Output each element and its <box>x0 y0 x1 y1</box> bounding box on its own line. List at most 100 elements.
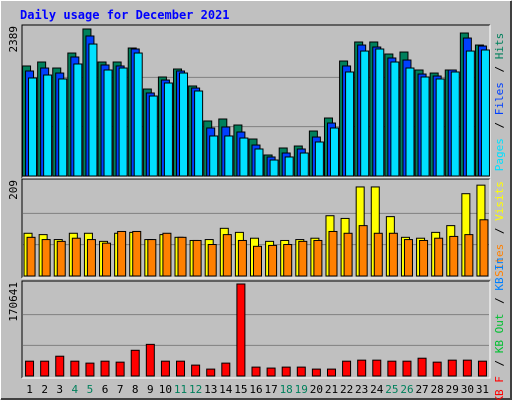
bar <box>464 234 474 277</box>
x-tick-label: 19 <box>295 383 308 396</box>
bar <box>266 367 276 377</box>
bar <box>403 239 413 277</box>
x-tick-label: 25 <box>385 383 398 396</box>
x-tick-label: 29 <box>446 383 459 396</box>
plot-border-light <box>22 25 491 179</box>
bar <box>299 152 309 177</box>
legend-entry: Sites <box>493 244 506 277</box>
bar <box>283 244 293 277</box>
bar <box>311 368 321 377</box>
legend-entry: Hits <box>493 33 506 60</box>
x-tick-label: 11 <box>174 383 187 396</box>
plot-border-light <box>22 179 491 279</box>
bar <box>56 240 66 277</box>
bar <box>479 219 489 277</box>
bar <box>221 362 231 377</box>
bar <box>253 245 262 277</box>
bar <box>432 361 442 377</box>
bar <box>73 63 83 177</box>
bar <box>118 67 128 177</box>
bar <box>162 232 172 277</box>
bar <box>236 283 246 377</box>
legend-entry: KB Out <box>493 313 506 353</box>
bar <box>254 148 264 177</box>
x-tick-label: 22 <box>340 383 353 396</box>
legend-entry: Files <box>493 82 506 115</box>
legend-separator: / <box>493 221 506 241</box>
x-tick-label: 16 <box>249 383 262 396</box>
bar <box>239 137 249 177</box>
bar <box>284 156 294 177</box>
bar <box>43 74 53 177</box>
bar <box>224 135 234 177</box>
bar <box>132 230 142 277</box>
bar <box>402 360 412 377</box>
plot-border-dark <box>21 24 490 178</box>
x-tick-label: 9 <box>147 383 154 396</box>
x-tick-label: 18 <box>280 383 293 396</box>
bar <box>345 71 355 177</box>
bar <box>449 235 459 277</box>
bar <box>434 237 444 277</box>
bar <box>281 366 291 377</box>
bar <box>133 52 143 177</box>
bar <box>328 230 338 277</box>
bar <box>343 232 353 277</box>
plot-border-light <box>22 281 491 379</box>
legend-separator: / <box>493 353 506 373</box>
legend-separator: / <box>493 59 506 79</box>
bar <box>28 77 38 177</box>
x-tick-label: 27 <box>415 383 428 396</box>
x-tick-label: 14 <box>219 383 233 396</box>
bar <box>85 362 95 377</box>
bar <box>41 239 51 277</box>
legend: Pages / Files / Hits <box>493 33 506 172</box>
bar <box>342 360 352 377</box>
x-tick-label: 31 <box>476 383 489 396</box>
x-tick-label: 28 <box>431 383 444 396</box>
bar <box>372 359 382 377</box>
bar <box>58 78 68 177</box>
bar <box>405 67 415 177</box>
legend-separator: / <box>493 291 506 311</box>
bar <box>375 48 385 177</box>
bar <box>237 239 247 277</box>
x-tick-label: 15 <box>234 383 247 396</box>
bar <box>450 71 460 177</box>
y-tick-label: 170641 <box>7 282 20 322</box>
bar <box>117 230 127 277</box>
bar <box>71 237 81 277</box>
bar <box>326 368 336 377</box>
bar <box>329 127 339 177</box>
plot-area <box>22 281 490 378</box>
x-tick-label: 4 <box>72 383 79 396</box>
bar <box>192 239 202 277</box>
plot-border-dark <box>21 178 490 278</box>
bar <box>465 50 475 177</box>
bar <box>435 78 445 177</box>
legend-entry: Visits <box>493 181 506 221</box>
x-tick-label: 12 <box>189 383 202 396</box>
bar <box>417 357 427 377</box>
bar <box>206 368 216 377</box>
y-tick-label: 209 <box>7 180 20 200</box>
x-tick-label: 3 <box>56 383 63 396</box>
bar <box>251 366 261 377</box>
bar <box>86 239 96 277</box>
bar <box>296 366 306 377</box>
bar <box>360 50 370 177</box>
bar <box>25 360 35 377</box>
bar <box>70 360 80 377</box>
bar <box>462 359 472 377</box>
bar <box>148 95 158 177</box>
bar <box>179 72 189 177</box>
bar <box>177 236 187 277</box>
x-tick-label: 6 <box>102 383 109 396</box>
legend-entry: KB In <box>493 257 506 290</box>
x-tick-label: 20 <box>310 383 323 396</box>
x-tick-label: 7 <box>117 383 124 396</box>
bar <box>145 343 155 377</box>
